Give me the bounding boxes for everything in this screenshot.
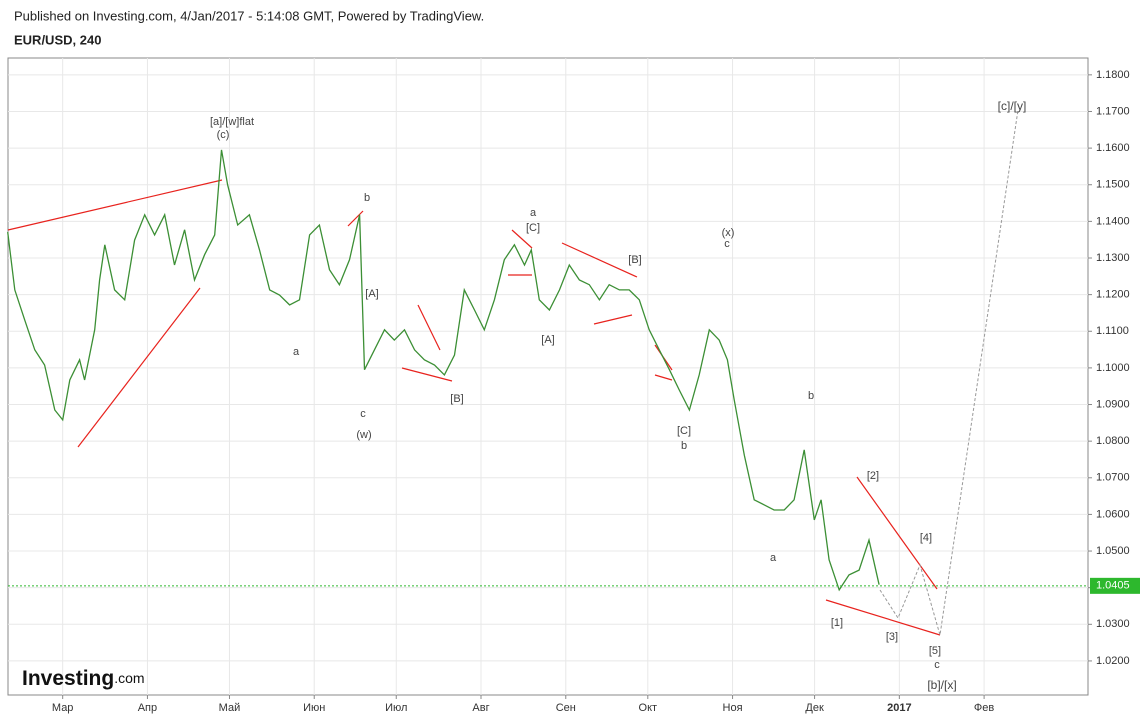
wave-label: [3] <box>886 631 898 643</box>
wave-label: [1] <box>831 617 843 629</box>
x-tick-label: Фев <box>974 702 994 714</box>
y-tick-label: 1.1300 <box>1096 252 1130 264</box>
series: 1.0405 <box>7 149 1140 594</box>
wave-label: [C] <box>526 222 540 234</box>
wave-label: [B] <box>628 254 641 266</box>
wave-label: c <box>360 408 366 420</box>
wave-label: [a]/[w]flat <box>210 116 254 128</box>
projection-path <box>879 109 1019 636</box>
trend-line <box>654 374 673 381</box>
wave-label: [A] <box>541 334 554 346</box>
wave-label: a <box>770 552 777 564</box>
wave-label: (c) <box>217 129 230 141</box>
wave-label: b <box>364 192 370 204</box>
wave-label: [B] <box>450 393 463 405</box>
trend-line <box>561 242 638 278</box>
wave-label: c <box>724 238 730 250</box>
plot-frame <box>7 57 1089 696</box>
price-line <box>7 149 880 592</box>
wave-label: [2] <box>867 470 879 482</box>
trend-line <box>825 599 941 636</box>
wave-label: [c]/[y] <box>998 99 1027 113</box>
y-tick-label: 1.0900 <box>1096 398 1130 410</box>
wave-label: (x) <box>722 227 735 239</box>
last-price-box <box>1090 577 1140 594</box>
y-tick-label: 1.0600 <box>1096 508 1130 520</box>
chart-title: EUR/USD, 240 <box>14 32 101 47</box>
logo-text: Investing <box>22 667 114 690</box>
trend-line <box>856 476 938 590</box>
wave-label: b <box>808 390 814 402</box>
y-tick-label: 1.0700 <box>1096 472 1130 484</box>
trend-line <box>401 367 453 382</box>
wave-label: (w) <box>356 429 371 441</box>
y-tick-label: 1.1600 <box>1096 142 1130 154</box>
x-tick-label: Май <box>219 702 241 714</box>
wave-label: [b]/[x] <box>927 678 956 692</box>
x-tick-label: Июн <box>303 702 325 714</box>
annotations: [a]/[w]flat (c) b a [A] c (w) [B] a [C] … <box>210 99 1026 692</box>
trend-lines <box>7 109 1019 636</box>
x-tick-label: Мар <box>52 702 74 714</box>
wave-label: [5] <box>929 645 941 657</box>
x-tick-label: 2017 <box>887 702 911 714</box>
logo-suffix: .com <box>114 670 144 686</box>
trend-line <box>593 314 633 325</box>
y-tick-label: 1.1000 <box>1096 362 1130 374</box>
grid: 1.02001.03001.04001.05001.06001.07001.08… <box>8 58 1130 714</box>
wave-label: a <box>530 207 537 219</box>
x-tick-label: Дек <box>805 702 824 714</box>
wave-label: [4] <box>920 532 932 544</box>
x-tick-label: Сен <box>556 702 576 714</box>
trend-line <box>77 287 201 448</box>
wave-label: a <box>293 346 300 358</box>
y-tick-label: 1.1800 <box>1096 69 1130 81</box>
y-tick-label: 1.1200 <box>1096 289 1130 301</box>
x-tick-label: Окт <box>639 702 658 714</box>
y-tick-label: 1.0300 <box>1096 618 1130 630</box>
last-price-label: 1.0405 <box>1096 580 1130 592</box>
y-tick-label: 1.1100 <box>1096 325 1129 337</box>
x-tick-label: Апр <box>138 702 157 714</box>
wave-label: b <box>681 440 687 452</box>
trend-line <box>417 304 441 351</box>
wave-label: [C] <box>677 425 691 437</box>
y-tick-label: 1.1500 <box>1096 179 1130 191</box>
x-tick-label: Авг <box>472 702 489 714</box>
published-note: Published on Investing.com, 4/Jan/2017 -… <box>14 8 484 23</box>
y-tick-label: 1.0800 <box>1096 435 1130 447</box>
trend-line <box>511 229 533 249</box>
wave-label: [A] <box>365 288 378 300</box>
wave-label: c <box>934 659 940 671</box>
x-tick-label: Ноя <box>723 702 743 714</box>
y-tick-label: 1.1400 <box>1096 215 1130 227</box>
y-tick-label: 1.0200 <box>1096 655 1130 667</box>
y-tick-label: 1.1700 <box>1096 105 1130 117</box>
logo: Investing.com <box>22 667 145 690</box>
trend-line <box>347 210 364 227</box>
y-tick-label: 1.0500 <box>1096 545 1130 557</box>
trend-line <box>7 179 223 231</box>
x-tick-label: Июл <box>385 702 407 714</box>
